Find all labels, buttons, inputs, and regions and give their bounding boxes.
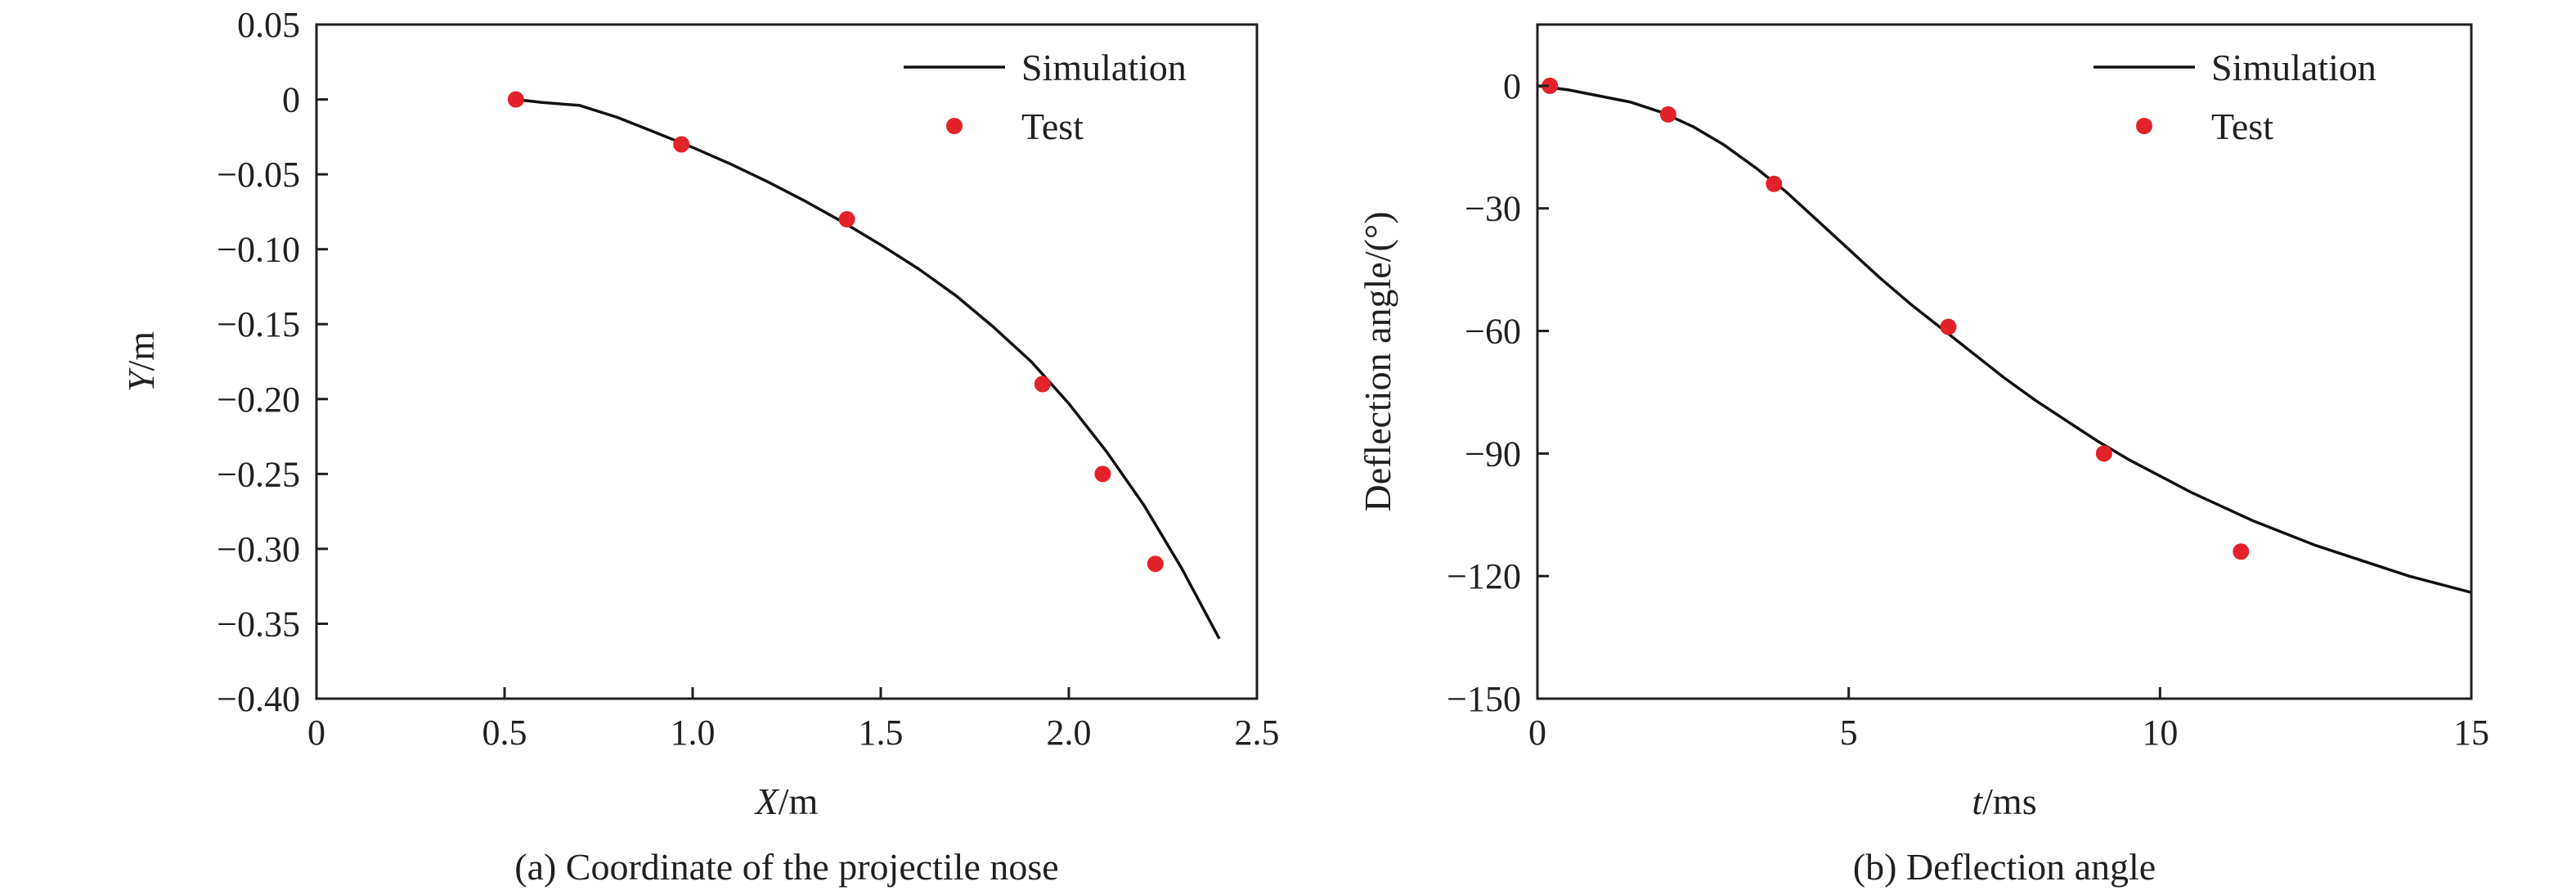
chart-b-test-point <box>1659 106 1676 123</box>
chart-a-y-tick-label: −0.15 <box>217 304 300 344</box>
chart-a-y-tick-label: −0.40 <box>217 679 300 719</box>
chart-b-test-point <box>2095 445 2112 462</box>
chart-b-y-tick-label: −90 <box>1465 434 1521 474</box>
chart-b-legend-test-marker <box>2136 118 2152 134</box>
chart-a-x-tick-label: 2.0 <box>1047 713 1092 753</box>
chart-b-test-point <box>1542 77 1559 94</box>
chart-b-simulation-line <box>1537 84 2472 594</box>
chart-b-legend: Simulation Test <box>2094 47 2376 147</box>
chart-a-x-axis-title: X/m <box>754 780 819 822</box>
chart-b-y-tick-label: −60 <box>1465 312 1521 352</box>
chart-a-y-tick-label: −0.35 <box>217 604 300 644</box>
chart-b-x-tick-label: 5 <box>1840 713 1858 753</box>
chart-a-test-point <box>1034 376 1051 393</box>
chart-b-ticks: 0 5 10 15 0 −30 −60 −90 −120 −150 <box>1447 66 2489 753</box>
chart-a-simulation-line <box>515 97 1221 640</box>
chart-a-y-axis-symbol: Y <box>120 367 162 392</box>
chart-b-marks <box>1537 77 2472 594</box>
chart-a-ticks: 0 0.5 1.0 1.5 2.0 2.5 0.05 0 −0.05 −0.10 −0.15 −0.2… <box>217 5 1279 753</box>
chart-a-y-axis-unit: /m <box>120 331 162 371</box>
chart-a-plot-frame <box>315 23 1259 700</box>
chart-a-caption: (a) Coordinate of the projectile nose <box>514 846 1058 888</box>
chart-a-test-point <box>838 211 855 228</box>
chart-a-legend-test-label: Test <box>1021 106 1084 147</box>
chart-a-test-point <box>1094 465 1111 483</box>
chart-b-y-tick-label: −150 <box>1447 679 1521 719</box>
chart-b-x-axis-unit: /ms <box>1982 780 2036 822</box>
chart-a-test-point <box>1147 555 1164 573</box>
chart-b-plot-frame <box>1536 23 2473 700</box>
chart-a-y-tick-label: −0.05 <box>217 155 300 195</box>
chart-a-y-tick-label: 0.05 <box>237 5 300 45</box>
chart-a-test-point <box>673 136 690 153</box>
chart-a-marks <box>507 91 1221 640</box>
chart-a-y-axis-title: Y/m <box>120 331 162 392</box>
chart-a-y-tick-label: −0.10 <box>217 230 300 270</box>
chart-b-y-axis-title: Deflection angle/(°) <box>1357 211 1398 511</box>
chart-a-x-axis-unit: /m <box>779 780 819 822</box>
chart-b-y-tick-label: 0 <box>1503 66 1521 106</box>
chart-a-y-tick-label: −0.30 <box>217 529 300 569</box>
chart-b-test-point <box>2233 543 2250 560</box>
chart-b-x-axis-symbol: t <box>1972 780 1983 822</box>
chart-a-x-tick-label: 0 <box>307 713 325 753</box>
chart-b-x-tick-label: 10 <box>2142 713 2178 753</box>
chart-a-legend-simulation-label: Simulation <box>1021 47 1187 88</box>
chart-panel-a: 0 0.5 1.0 1.5 2.0 2.5 0.05 0 −0.05 −0.10 −0.15 −0.2… <box>120 5 1280 888</box>
chart-b-legend-test-label: Test <box>2211 106 2273 147</box>
chart-a-y-tick-label: 0 <box>282 80 300 120</box>
chart-a-y-tick-label: −0.25 <box>217 454 300 494</box>
chart-a-y-tick-label: −0.20 <box>217 380 300 420</box>
chart-b-y-tick-label: −120 <box>1447 556 1521 596</box>
chart-b-y-tick-label: −30 <box>1465 189 1521 229</box>
chart-a-x-tick-label: 0.5 <box>482 713 527 753</box>
chart-a-test-point <box>507 91 524 108</box>
chart-panel-b: 0 5 10 15 0 −30 −60 −90 −120 −150 Simulation Test… <box>1357 23 2489 888</box>
chart-a-x-tick-label: 1.0 <box>671 713 716 753</box>
chart-a-legend: Simulation Test <box>904 47 1187 147</box>
chart-b-x-tick-label: 15 <box>2453 713 2489 753</box>
chart-b-x-tick-label: 0 <box>1528 713 1546 753</box>
chart-b-test-point <box>1766 175 1783 192</box>
chart-a-legend-test-marker <box>946 118 963 134</box>
chart-a-x-tick-label: 2.5 <box>1235 713 1280 753</box>
chart-b-caption: (b) Deflection angle <box>1853 846 2156 888</box>
chart-a-x-axis-symbol: X <box>754 780 780 822</box>
chart-b-x-axis-title: t/ms <box>1972 780 2036 822</box>
chart-b-test-point <box>1940 318 1957 335</box>
chart-b-legend-simulation-label: Simulation <box>2211 47 2376 88</box>
chart-a-x-tick-label: 1.5 <box>859 713 904 753</box>
